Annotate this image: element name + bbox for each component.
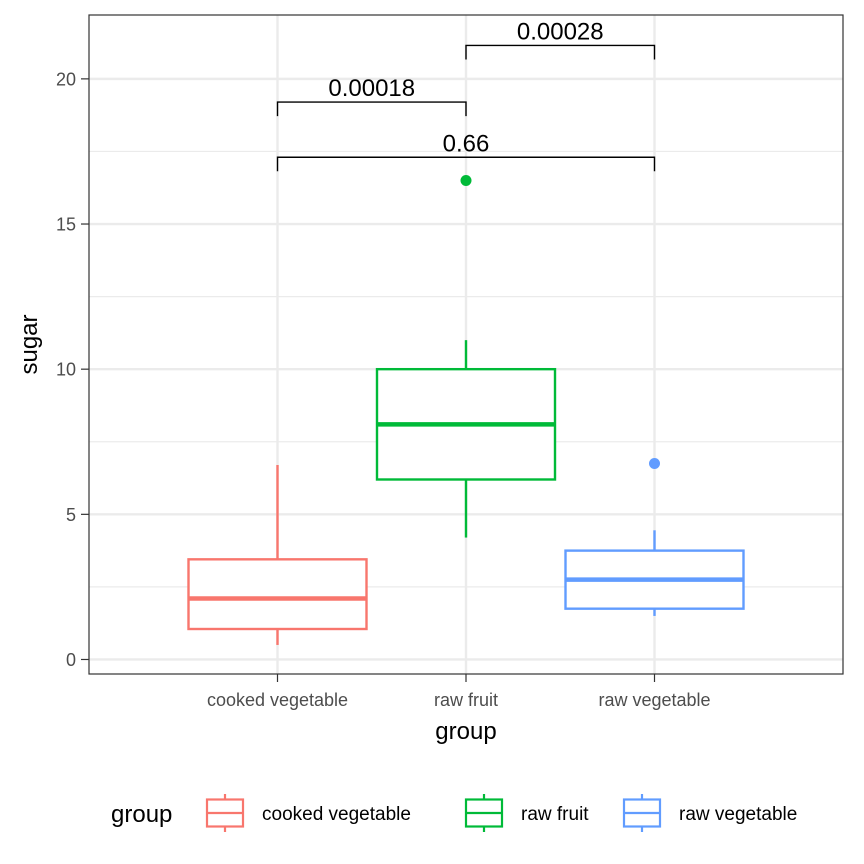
comparison-bracket: 0.66 [276, 130, 656, 172]
legend-key [622, 794, 662, 832]
legend: group cooked vegetable raw fruit raw veget… [111, 794, 797, 832]
y-tick-label: 10 [56, 360, 76, 380]
y-tick-label: 15 [56, 215, 76, 235]
y-axis-title: sugar [16, 314, 43, 374]
comparison-bracket: 0.00018 [276, 75, 467, 117]
bracket-line [276, 156, 656, 172]
axes: 0 5 10 15 20 cooked vegetable raw fruit raw veg… [56, 69, 711, 710]
box-iqr [187, 558, 368, 631]
legend-item-raw-vegetable: raw vegetable [622, 794, 797, 832]
p-value-label: 0.00018 [328, 75, 415, 102]
p-value-label: 0.00028 [517, 18, 604, 45]
outlier-point [460, 174, 472, 186]
legend-key [205, 794, 245, 832]
legend-item-raw-fruit: raw fruit [464, 794, 589, 832]
legend-item-cooked-vegetable: cooked vegetable [205, 794, 411, 832]
box-cooked-vegetable [187, 464, 368, 645]
legend-title: group [111, 801, 172, 828]
outlier-point [649, 458, 660, 470]
x-tick-label-cooked-vegetable: cooked vegetable [207, 690, 348, 710]
legend-label: cooked vegetable [262, 804, 411, 825]
y-tick-label: 5 [66, 505, 76, 525]
y-tick-label: 0 [66, 650, 76, 670]
x-tick-label-raw-vegetable: raw vegetable [598, 690, 710, 710]
legend-label: raw fruit [521, 804, 589, 825]
boxes [187, 174, 745, 645]
y-tick-label: 20 [56, 69, 76, 89]
bracket-line [276, 101, 467, 117]
box-raw-fruit [375, 174, 557, 538]
legend-label: raw vegetable [679, 804, 797, 825]
comparison-bracket: 0.00028 [465, 18, 656, 60]
legend-key [464, 794, 504, 832]
x-tick-label-raw-fruit: raw fruit [434, 690, 498, 710]
bracket-line [465, 44, 656, 60]
box-raw-vegetable [564, 458, 745, 616]
comparisons: 0.66 0.00018 0.00028 [276, 18, 656, 172]
x-axis-title: group [435, 718, 496, 745]
p-value-label: 0.66 [443, 130, 490, 157]
